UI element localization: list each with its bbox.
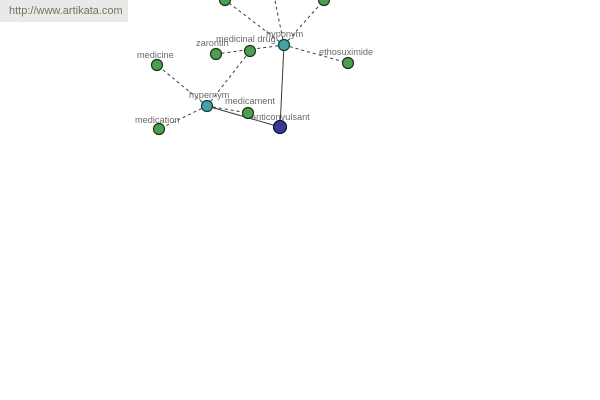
edge-hyponym-drug-top-2 xyxy=(283,0,325,46)
label-medicament: medicament xyxy=(225,96,275,106)
node-drug-top-2[interactable] xyxy=(317,0,331,7)
edge-hyponym-drug-top-1 xyxy=(224,0,285,46)
edge-hypernym-medicament xyxy=(206,105,249,114)
label-zarontin: zarontin xyxy=(196,38,229,48)
label-hypernym: hypernym xyxy=(189,90,230,100)
node-medicament[interactable] xyxy=(241,106,255,120)
node-hyponym[interactable] xyxy=(277,38,291,52)
url-bar: http://www.artikata.com xyxy=(0,0,128,22)
label-medication: medication xyxy=(135,115,179,125)
node-medicinal-drug[interactable] xyxy=(243,44,257,58)
label-medicinal-drug: medicinal drug xyxy=(216,34,276,44)
node-zarontin[interactable] xyxy=(209,47,223,61)
node-medicine[interactable] xyxy=(150,58,164,72)
edge-hyponym-ethosuximide xyxy=(283,44,349,64)
label-anticonvulsant: anticonvulsant xyxy=(251,112,310,122)
label-medicine: medicine xyxy=(137,50,174,60)
url-text: http://www.artikata.com xyxy=(9,5,123,17)
edge-hyponym-anticonvulsant xyxy=(279,44,285,128)
edge-hypernym-medicine xyxy=(156,64,208,107)
node-anticonvulsant[interactable] xyxy=(272,119,288,135)
edge-hypernym-medication xyxy=(158,105,208,130)
label-ethosuximide: ethosuximide xyxy=(319,47,373,57)
node-hypernym[interactable] xyxy=(200,99,214,113)
edge-hyponym-offscreen-hyponym xyxy=(274,0,285,46)
label-hyponym: hyponym xyxy=(266,29,304,39)
node-medication[interactable] xyxy=(152,122,166,136)
node-ethosuximide[interactable] xyxy=(341,56,355,70)
node-drug-top-1[interactable] xyxy=(218,0,232,7)
